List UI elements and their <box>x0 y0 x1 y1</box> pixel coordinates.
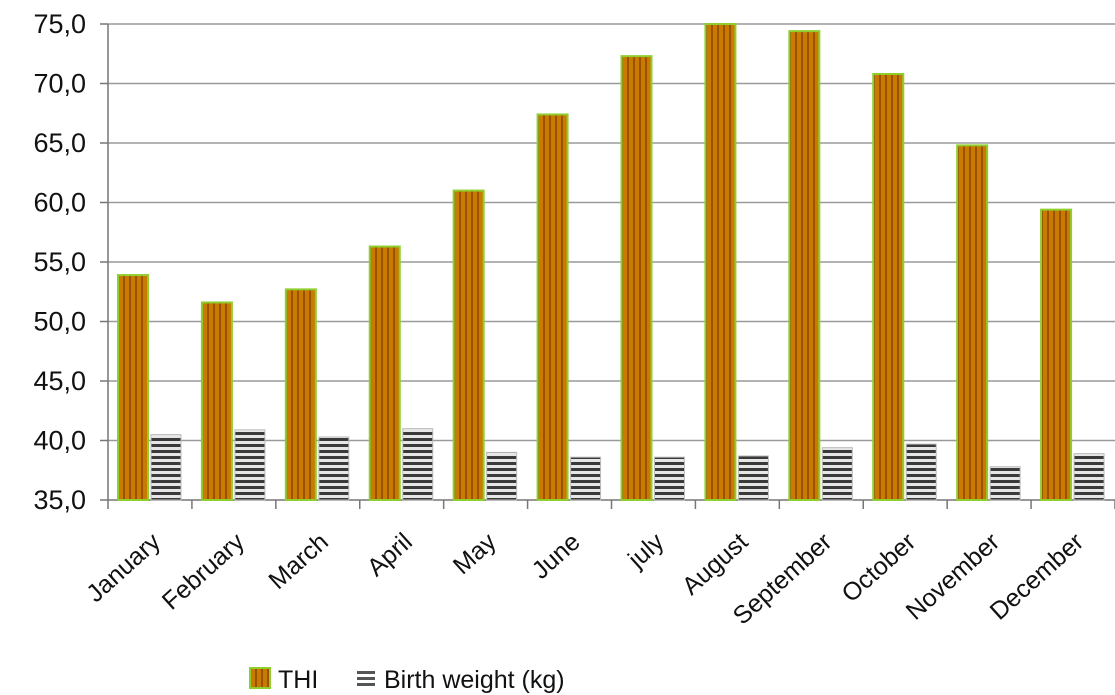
bar-thi <box>704 23 737 501</box>
bar-birth-weight <box>318 436 350 501</box>
legend-swatch-birth-weight <box>357 670 375 688</box>
bar-birth-weight <box>402 428 434 501</box>
bar-birth-weight <box>821 447 853 501</box>
y-tick-label: 45,0 <box>33 366 86 396</box>
x-tick-label: June <box>527 528 586 585</box>
bar-thi <box>872 72 905 501</box>
legend: THI Birth weight (kg) <box>249 666 565 694</box>
y-tick-label: 60,0 <box>33 188 86 218</box>
axes <box>100 23 1115 509</box>
bar-birth-weight <box>989 466 1021 501</box>
y-tick-label: 35,0 <box>33 485 86 515</box>
bar-thi <box>1040 208 1073 501</box>
legend-label-thi: THI <box>278 666 318 694</box>
x-tick-label: October <box>836 528 921 608</box>
x-tick-label: February <box>157 527 250 615</box>
bar-thi <box>956 144 989 501</box>
bars <box>117 23 1105 501</box>
x-tick-label: March <box>263 528 333 595</box>
bar-thi <box>620 55 653 501</box>
y-tick-label: 50,0 <box>33 307 86 337</box>
y-tick-label: 40,0 <box>33 426 86 456</box>
bar-birth-weight <box>905 443 937 501</box>
x-tick-label: January <box>81 527 166 608</box>
bar-thi <box>200 301 233 501</box>
y-tick-labels: 75,0 70,0 65,0 60,0 55,0 50,0 45,0 40,0 35,0 <box>33 9 86 515</box>
y-tick-label: 55,0 <box>33 247 86 277</box>
bar-birth-weight <box>486 451 518 501</box>
x-tick-label: july <box>622 527 670 574</box>
legend-label-birth-weight: Birth weight (kg) <box>384 666 565 694</box>
gridlines <box>108 23 1115 442</box>
y-tick-label: 65,0 <box>33 128 86 158</box>
bar-birth-weight <box>737 455 769 501</box>
legend-swatch-thi <box>249 667 271 689</box>
x-tick-label: December <box>985 528 1089 626</box>
bar-birth-weight <box>570 456 602 501</box>
y-tick-label: 75,0 <box>33 9 86 39</box>
bar-birth-weight <box>150 434 182 501</box>
x-tick-label: April <box>362 528 418 582</box>
bar-thi <box>788 30 821 501</box>
y-tick-label: 70,0 <box>33 69 86 99</box>
bar-thi <box>117 274 149 501</box>
bar-thi <box>284 288 317 501</box>
bar-birth-weight <box>654 456 685 501</box>
x-tick-label: August <box>677 528 754 601</box>
bar-birth-weight <box>1073 453 1105 501</box>
bar-thi <box>536 113 569 501</box>
bar-thi <box>368 245 401 501</box>
bar-thi <box>452 189 485 501</box>
bar-birth-weight <box>234 429 266 501</box>
x-tick-label: May <box>448 527 502 580</box>
